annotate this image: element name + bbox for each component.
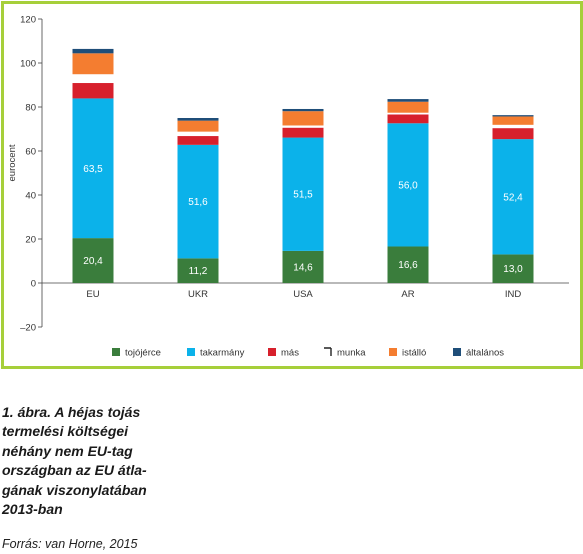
bar-segment-1 [387,246,429,283]
y-tick-label: 60 [25,147,36,158]
data-label: 52,4 [503,192,523,203]
source-note: Forrás: van Horne, 2015 [2,537,138,551]
bar-segment-5 [177,120,219,132]
bar-segment-5 [387,101,429,113]
legend-swatch [324,347,332,356]
bar-segment-3 [282,127,324,138]
bar-segment-6 [72,48,114,54]
bar-segment-3 [177,136,219,145]
y-tick-label: 100 [20,59,36,70]
legend-label: általános [466,348,504,359]
caption-line: néhány nem EU-tag [2,442,133,459]
y-tick-label: 80 [25,103,36,114]
bar-segment-5 [282,111,324,126]
legend-label: munka [337,348,366,359]
bar-segment-2 [72,98,114,239]
bar-segment-2 [282,137,324,251]
legend-swatch [187,348,195,356]
bar-segment-3 [492,128,534,140]
legend-swatch [389,348,397,356]
legend-swatch [112,348,120,356]
y-tick-label: 0 [31,279,36,290]
bar-segment-4 [282,125,324,128]
legend-label: takarmány [200,348,245,359]
data-label: 13,0 [503,264,523,275]
bar-segment-4 [72,74,114,84]
bar-segment-5 [492,116,534,125]
x-tick-label: USA [293,289,313,300]
data-label: 16,6 [398,260,418,271]
y-tick-label: 40 [25,191,36,202]
caption-line: termelési költségei [2,423,129,440]
caption-line: országban az EU átla- [2,462,147,479]
data-label: 20,4 [83,256,103,267]
bar-segment-6 [282,108,324,112]
bar-segment-4 [387,112,429,115]
data-label: 56,0 [398,180,418,191]
chart-frame: –20 0 20 40 60 80 100 120 eurocent 20,4 63,5 EU 11,2… [1,1,583,369]
legend-label: tojójérce [125,348,161,359]
bar-segment-2 [177,144,219,259]
bar-segment-3 [72,83,114,99]
x-tick-label: IND [505,289,522,300]
bar-segment-4 [177,131,219,137]
caption-line: gának viszonylatában [2,481,147,498]
y-tick-label: –20 [20,323,36,334]
bar-segment-3 [387,114,429,124]
bar-segment-1 [492,254,534,283]
bar-segment-1 [72,238,114,283]
data-label: 11,2 [189,266,208,277]
bar-segment-6 [177,118,219,121]
bar-segment-5 [72,53,114,75]
bar-segment-6 [387,99,429,102]
x-tick-label: AR [401,289,414,300]
x-tick-label: UKR [188,289,208,300]
y-tick-label: 20 [25,235,36,246]
legend-swatch [268,348,276,356]
figure-caption: 1. ábra. A héjas tojás termelési költség… [2,403,302,519]
data-label: 51,6 [188,197,208,208]
data-label: 51,5 [293,190,313,201]
x-tick-label: EU [86,289,99,300]
data-label: 63,5 [83,164,103,175]
bar-segment-6 [492,115,534,117]
data-label: 14,6 [293,262,313,273]
bar-segment-2 [492,139,534,255]
legend-swatch [453,348,461,356]
caption-line: 2013-ban [2,501,63,518]
bar-segment-4 [492,124,534,129]
bar-segment-1 [282,250,324,283]
legend-label: más [281,348,299,359]
bar-segment-1 [177,258,219,283]
bar-segment-2 [387,123,429,247]
y-axis-label: eurocent [7,144,18,181]
y-tick-label: 120 [20,15,36,26]
legend-label: istálló [402,348,426,359]
stacked-bar-chart: –20 0 20 40 60 80 100 120 eurocent 20,4 63,5 EU 11,2… [7,15,569,359]
caption-line: 1. ábra. A héjas tojás [2,404,141,420]
